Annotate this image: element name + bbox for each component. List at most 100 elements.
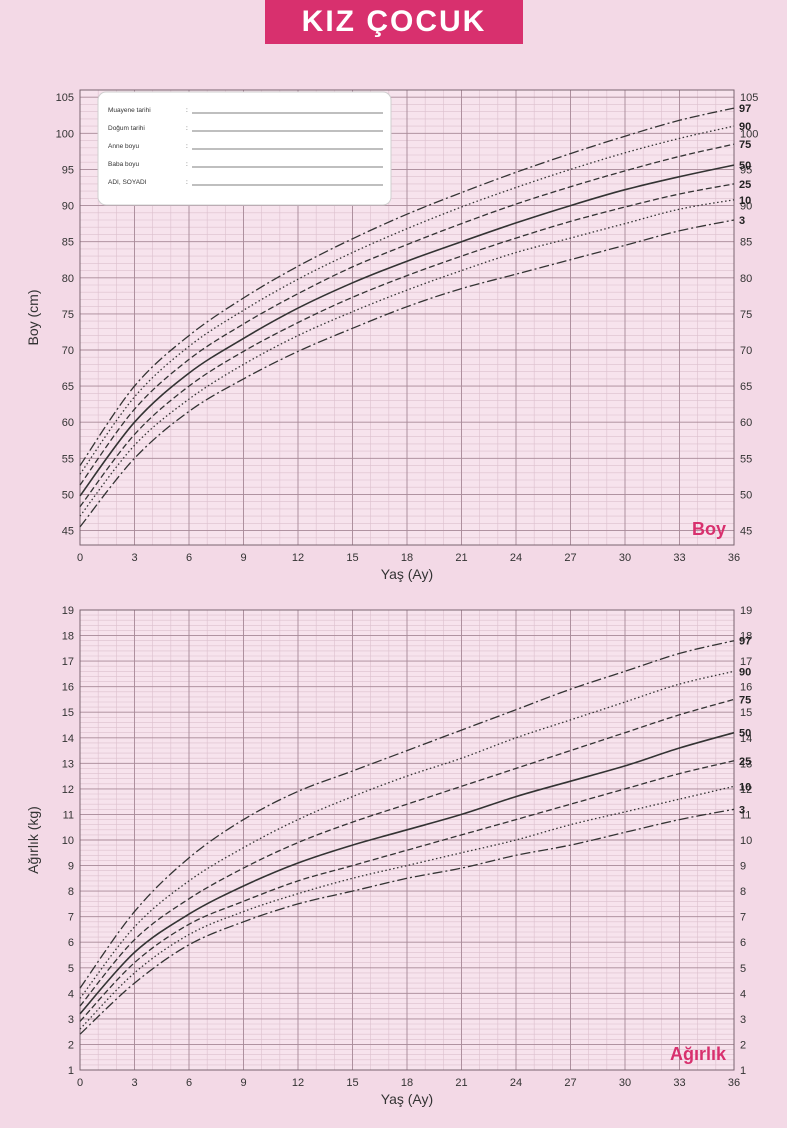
y-tick-label-left: 4 — [68, 988, 74, 1000]
y-tick-label-right: 9 — [740, 861, 746, 873]
info-field-label: Baba boyu — [108, 161, 139, 168]
info-field-colon: : — [186, 179, 188, 186]
percentile-curves — [79, 640, 735, 1035]
y-tick-label-right: 80 — [740, 273, 752, 285]
y-tick-label-right: 90 — [740, 201, 752, 213]
x-tick-label: 3 — [131, 1077, 137, 1089]
x-tick-label: 15 — [346, 552, 358, 564]
x-tick-label: 15 — [346, 1077, 358, 1089]
x-tick-label: 27 — [564, 552, 576, 564]
x-tick-label: 9 — [240, 552, 246, 564]
y-tick-label-right: 100 — [740, 128, 758, 140]
percentile-curve-p10 — [79, 199, 735, 517]
percentile-label-p10: 10 — [739, 195, 751, 207]
percentile-curve-p25 — [79, 760, 735, 1022]
percentile-label-p50: 50 — [739, 728, 751, 740]
y-tick-label-left: 50 — [62, 489, 74, 501]
y-tick-label-left: 15 — [62, 707, 74, 719]
y-tick-label-left: 5 — [68, 963, 74, 975]
percentile-label-p75: 75 — [739, 694, 751, 706]
y-tick-label-right: 3 — [740, 1014, 746, 1026]
y-tick-label-right: 65 — [740, 381, 752, 393]
x-tick-label: 6 — [186, 1077, 192, 1089]
x-tick-label: 30 — [619, 552, 631, 564]
y-tick-label-left: 8 — [68, 886, 74, 898]
y-tick-label-right: 19 — [740, 605, 752, 617]
y-tick-label-left: 7 — [68, 912, 74, 924]
y-tick-label-right: 7 — [740, 912, 746, 924]
x-tick-label: 27 — [564, 1077, 576, 1089]
y-tick-label-right: 55 — [740, 453, 752, 465]
info-field-label: Doğum tarihi — [108, 125, 145, 132]
info-field-label: Muayene tarihi — [108, 107, 151, 114]
y-tick-label-left: 60 — [62, 417, 74, 429]
percentile-curve-p25 — [79, 183, 735, 508]
percentile-label-p3: 3 — [739, 804, 745, 816]
y-tick-label-right: 5 — [740, 963, 746, 975]
y-tick-label-left: 2 — [68, 1039, 74, 1051]
section-label: Boy — [692, 519, 726, 539]
y-tick-label-left: 12 — [62, 784, 74, 796]
y-tick-label-left: 70 — [62, 345, 74, 357]
y-tick-label-left: 17 — [62, 656, 74, 668]
percentile-curve-p10 — [79, 785, 735, 1030]
y-tick-label-right: 11 — [740, 809, 751, 821]
percentile-label-p25: 25 — [739, 756, 751, 768]
info-field-label: Anne boyu — [108, 143, 139, 150]
y-tick-label-right: 6 — [740, 937, 746, 949]
y-tick-label-left: 1 — [68, 1065, 74, 1077]
x-tick-label: 0 — [77, 1077, 83, 1089]
percentile-curve-p50 — [79, 731, 735, 1015]
x-tick-label: 30 — [619, 1077, 631, 1089]
y-tick-label-right: 16 — [740, 682, 752, 694]
y-tick-label-right: 8 — [740, 886, 746, 898]
y-tick-label-right: 4 — [740, 988, 746, 1000]
x-tick-label: 33 — [673, 552, 685, 564]
percentile-curve-p3 — [79, 219, 735, 528]
x-tick-label: 0 — [77, 552, 83, 564]
y-tick-label-right: 105 — [740, 92, 758, 104]
y-tick-label-right: 18 — [740, 631, 752, 643]
y-tick-label-left: 100 — [56, 128, 74, 140]
info-field-colon: : — [186, 143, 188, 150]
x-tick-label: 21 — [455, 1077, 467, 1089]
x-tick-label: 24 — [510, 1077, 522, 1089]
y-tick-label-right: 12 — [740, 784, 752, 796]
x-tick-label: 12 — [292, 552, 304, 564]
x-tick-label: 21 — [455, 552, 467, 564]
y-tick-label-left: 6 — [68, 937, 74, 949]
x-axis-title: Yaş (Ay) — [381, 566, 433, 582]
y-tick-label-left: 55 — [62, 453, 74, 465]
percentile-label-p90: 90 — [739, 121, 751, 133]
x-tick-label: 36 — [728, 1077, 740, 1089]
x-tick-label: 18 — [401, 552, 413, 564]
y-tick-label-right: 95 — [740, 164, 752, 176]
percentile-curve-p50 — [79, 164, 735, 497]
y-tick-label-left: 14 — [62, 733, 74, 745]
x-tick-label: 24 — [510, 552, 522, 564]
x-tick-label: 9 — [240, 1077, 246, 1089]
y-axis-title: Ağırlık (kg) — [25, 806, 41, 874]
y-tick-label-left: 75 — [62, 309, 74, 321]
x-tick-label: 18 — [401, 1077, 413, 1089]
x-tick-label: 3 — [131, 552, 137, 564]
y-tick-label-right: 45 — [740, 526, 752, 538]
y-tick-label-left: 10 — [62, 835, 74, 847]
y-tick-label-left: 65 — [62, 381, 74, 393]
percentile-curve-p3 — [79, 808, 735, 1035]
percentile-label-p97: 97 — [739, 636, 751, 648]
y-tick-label-right: 2 — [740, 1039, 746, 1051]
info-box-panel — [97, 91, 392, 206]
y-tick-label-left: 90 — [62, 201, 74, 213]
y-tick-label-right: 13 — [740, 758, 752, 770]
x-tick-label: 36 — [728, 552, 740, 564]
info-box: Muayene tarihi: Doğum tarihi: Anne boyu: Ba… — [97, 91, 392, 206]
x-tick-label: 6 — [186, 552, 192, 564]
y-tick-label-left: 3 — [68, 1014, 74, 1026]
percentile-curve-p75 — [79, 143, 735, 486]
percentile-label-p10: 10 — [739, 781, 751, 793]
info-field-colon: : — [186, 107, 188, 114]
percentile-label-p50: 50 — [739, 160, 751, 172]
percentile-label-p90: 90 — [739, 666, 751, 678]
